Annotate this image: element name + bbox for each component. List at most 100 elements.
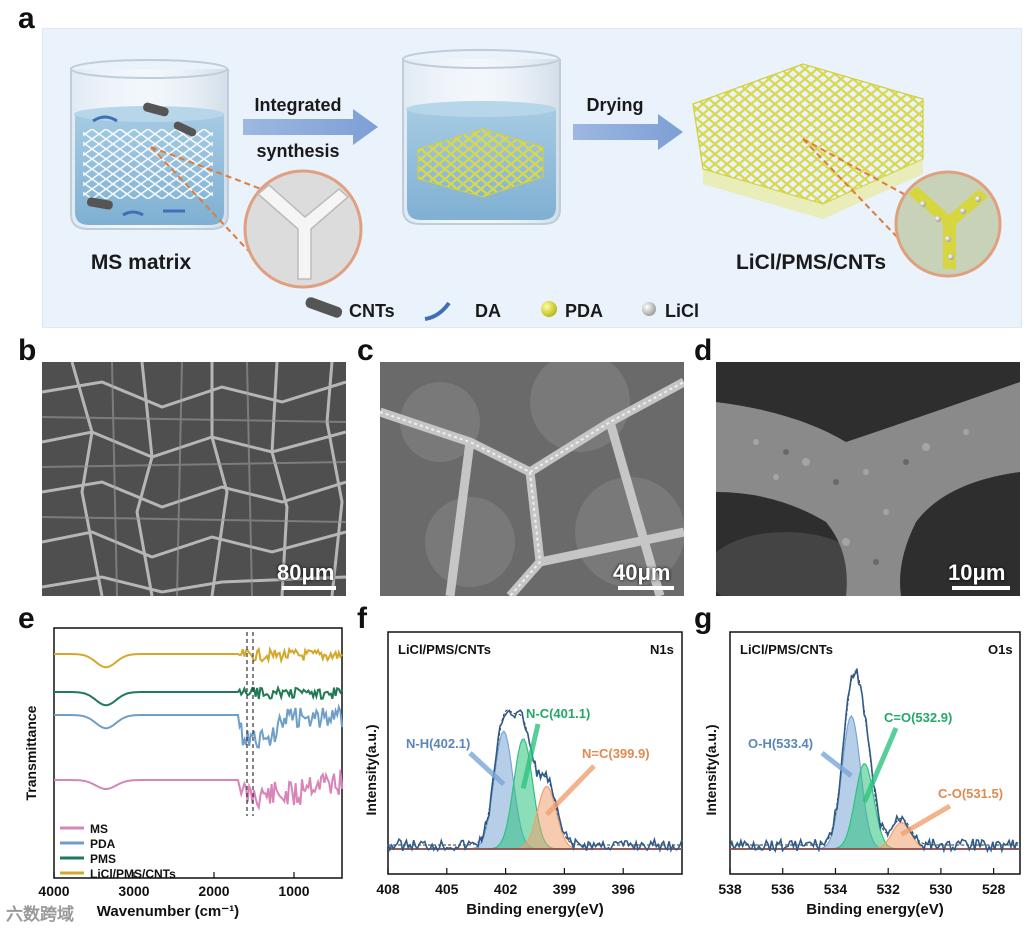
chart-f-tick-label: 405 [435,881,459,897]
chart-f-plot [387,709,683,854]
arrow-integrated-synthesis [243,109,378,145]
chart-g-plot [729,668,1020,854]
scale-label-d: 10μm [948,560,1006,585]
schematic-legend: CNTs DA PDA LiCl [305,297,699,321]
licl-pms-cnts-sponge [692,63,924,219]
chart-g-ylabel: Intensity(a.u.) [703,724,719,815]
arrow2-label: Drying [586,95,643,115]
chart-e-frame [53,627,343,879]
chart-f-raw-data [387,709,683,854]
arrow-drying [573,114,683,150]
chart-f-peak-label: N-C(401.1) [526,706,590,721]
chart-e-series-line [54,703,343,749]
chart-e-lines [54,645,343,811]
chart-g-tick-label: 530 [929,881,953,897]
panel-label-d: d [694,334,713,367]
sem-image-d: 10μm [716,362,1020,596]
panel-label-a: a [18,2,35,35]
panel-label-e: e [18,602,35,635]
panel-label-f: f [357,602,367,635]
chart-f-ylabel: Intensity(a.u.) [363,724,379,815]
licl-icon [642,302,656,316]
beaker-pda [402,49,561,225]
chart-g-xps-o1s: 538 536 534 532 530 528 LiCl/PMS/CNTs O1s Int… [703,631,1021,918]
chart-g-annotations: O-H(533.4) C=O(532.9) C-O(531.5) [748,710,1003,837]
chart-e-series-line [54,769,343,811]
chart-g-x-ticks: 538 536 534 532 530 528 [718,868,1006,897]
chart-f-sample: LiCl/PMS/CNTs [398,642,491,657]
chart-e-series-line [54,645,343,669]
chart-e-tick-label: 1000 [278,883,309,899]
scale-label-c: 40μm [613,560,671,585]
chart-f-tick-label: 408 [376,881,400,897]
magnified-junction-licl [802,138,1002,278]
chart-e-legend-label: MS [90,822,108,836]
panel-label-c: c [357,334,374,367]
schematic-svg: Integrated synthesis Drying MS matrix Li… [70,49,1002,321]
scale-label-b: 80μm [277,560,335,585]
panel-label-g: g [694,602,713,635]
arrow1-label-line2: synthesis [256,141,339,161]
legend-licl: LiCl [665,301,699,321]
chart-g-tick-label: 534 [824,881,848,897]
chart-e-ftir: 4000 3000 2000 1000 Transmittance Wavenumbe… [23,627,343,920]
watermark: 六数跨域 [6,905,74,924]
licl-pms-cnts-label: LiCl/PMS/CNTs [736,251,886,274]
legend-da: DA [475,301,501,321]
sem-image-b: 80μm [42,362,346,596]
chart-g-peak-label: C-O(531.5) [938,786,1003,801]
scale-bar-c [618,586,674,590]
chart-e-ylabel: Transmittance [23,705,39,800]
chart-f-tick-label: 396 [612,881,636,897]
chart-e-legend-label: PDA [90,837,116,851]
chart-g-fit-envelope [730,671,1019,846]
chart-f-peak-arrow [544,764,596,817]
ms-matrix-label: MS matrix [91,251,192,274]
beaker-ms-matrix [70,59,229,230]
magnified-junction-ms [150,146,363,289]
chart-g-region: O1s [988,642,1013,657]
chart-g-tick-label: 538 [718,881,742,897]
arrow1-label-line1: Integrated [254,95,341,115]
chart-f-tick-label: 402 [494,881,518,897]
chart-f-x-ticks: 408 405 402 399 396 [376,868,635,897]
panel-label-b: b [18,334,37,367]
chart-g-tick-label: 532 [877,881,901,897]
chart-g-tick-label: 528 [982,881,1006,897]
chart-e-legend-label: LiCl/PMS/CNTs [90,867,176,881]
chart-f-xps-n1s: 408 405 402 399 396 LiCl/PMS/CNTs N1s Intens… [363,631,683,918]
chart-f-peak-label: N-H(402.1) [406,736,470,751]
chart-e-tick-label: 2000 [198,883,229,899]
chart-e-x-ticks: 4000 3000 2000 1000 [38,872,310,899]
da-icon [424,301,451,321]
scale-bar-b [282,586,336,590]
chart-f-frame [387,631,683,875]
chart-f-region: N1s [650,642,674,657]
scale-bar-d [952,586,1010,590]
chart-f-annotations: N-H(402.1) N-C(401.1) N=C(399.9) [406,706,650,817]
chart-e-xlabel: Wavenumber (cm⁻¹) [97,903,239,920]
schematic-panel: Integrated synthesis Drying MS matrix Li… [42,28,1022,328]
chart-g-xlabel: Binding energy(eV) [806,901,944,918]
chart-g-peak-label: O-H(533.4) [748,736,813,751]
chart-f-peak-label: N=C(399.9) [582,746,650,761]
chart-f-tick-label: 399 [553,881,577,897]
chart-f-xlabel: Binding energy(eV) [466,901,604,918]
legend-cnts: CNTs [349,301,395,321]
chart-g-peak-arrow [820,751,853,778]
chart-e-tick-label: 3000 [118,883,149,899]
chart-g-sample: LiCl/PMS/CNTs [740,642,833,657]
chart-g-peak-label: C=O(532.9) [884,710,952,725]
legend-pda: PDA [565,301,603,321]
chart-g-raw-data [729,668,1019,854]
sem-image-c: 40μm [380,362,684,596]
chart-e-series-line [54,684,343,707]
chart-g-peak-arrow [900,803,952,837]
chart-f-peak-arrow [520,723,541,789]
chart-e-tick-label: 4000 [38,883,69,899]
chart-g-tick-label: 536 [771,881,795,897]
chart-e-legend-label: PMS [90,852,116,866]
chart-g-peak-arrow [862,727,899,803]
chart-f-peak-arrow [468,751,506,787]
